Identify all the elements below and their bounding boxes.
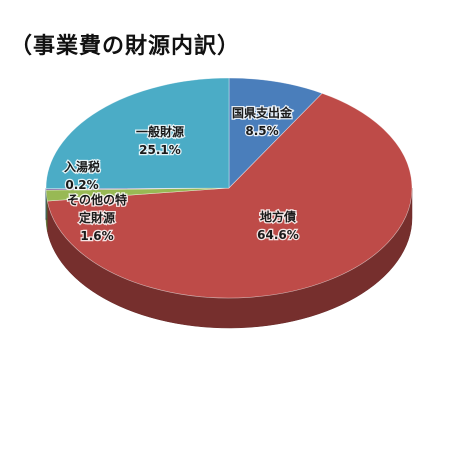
slice-name-label-0: 国県支出金 [232, 105, 293, 120]
pie-slice-4 [45, 77, 230, 189]
slice-name-label-2: 定財源 [79, 210, 115, 225]
pie-top [45, 77, 413, 299]
slice-value-label-1: 64.6% [257, 228, 299, 242]
pie-slice-0 [228, 77, 323, 189]
slice-name-label-2: その他の特 [67, 192, 127, 207]
slice-name-label-3: 入湯税 [64, 159, 100, 174]
slice-name-label-4: 一般財源 [136, 124, 184, 139]
chart-title: （事業費の財源内訳） [10, 34, 241, 59]
pie-slice-1 [46, 92, 413, 299]
slice-value-label-3: 0.2% [65, 178, 98, 192]
slice-value-label-2: 1.6% [80, 229, 113, 243]
slice-name-label-1: 地方債 [260, 209, 296, 224]
slice-value-label-4: 25.1% [139, 143, 181, 157]
slice-value-label-0: 8.5% [245, 124, 278, 138]
